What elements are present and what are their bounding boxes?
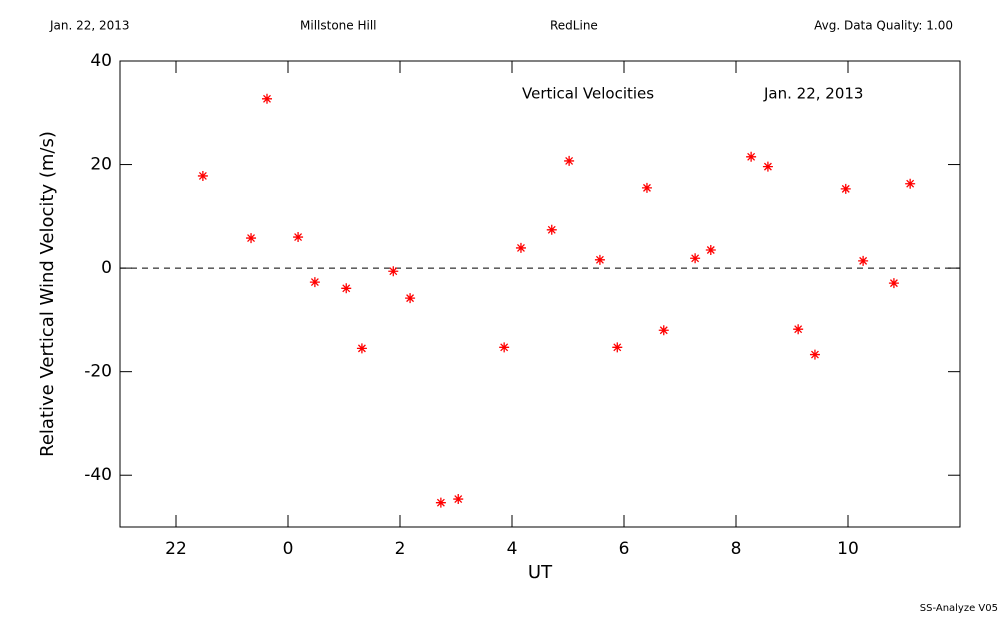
data-point <box>690 253 701 264</box>
data-point <box>293 232 304 243</box>
data-point <box>435 497 446 508</box>
data-point <box>905 178 916 189</box>
x-tick-label: 22 <box>165 539 187 559</box>
y-axis-label: Relative Vertical Wind Velocity (m/s) <box>37 131 58 457</box>
y-tick-label: -40 <box>84 465 112 485</box>
header-quality: Avg. Data Quality: 1.00 <box>814 19 953 33</box>
data-point <box>197 170 208 181</box>
data-point <box>453 494 464 505</box>
data-point <box>341 283 352 294</box>
x-tick-label: 0 <box>283 539 294 559</box>
data-point <box>612 342 623 353</box>
header-date: Jan. 22, 2013 <box>49 19 130 33</box>
data-point <box>388 266 399 277</box>
plot-frame <box>119 60 961 528</box>
data-point <box>262 93 272 104</box>
data-point <box>858 255 869 266</box>
x-axis-label: UT <box>528 562 553 583</box>
data-point <box>594 254 605 265</box>
data-point <box>762 161 773 172</box>
data-point <box>840 183 851 194</box>
data-point <box>309 277 320 288</box>
data-point <box>405 293 416 304</box>
data-point <box>641 182 652 193</box>
x-tick-label: 2 <box>395 539 406 559</box>
data-point <box>705 244 716 255</box>
x-tick-label: 10 <box>837 539 859 559</box>
data-point <box>246 233 257 244</box>
data-point <box>809 349 820 360</box>
data-point <box>515 242 526 253</box>
header-site: Millstone Hill <box>300 19 376 33</box>
y-tick-label: -20 <box>84 362 112 382</box>
data-point <box>746 151 757 162</box>
annotation: Vertical Velocities <box>522 85 654 103</box>
x-tick-label: 4 <box>507 539 518 559</box>
x-tick-label: 6 <box>619 539 630 559</box>
annotation: Jan. 22, 2013 <box>763 85 863 103</box>
data-point <box>356 343 367 354</box>
data-point <box>546 224 557 235</box>
x-tick-label: 8 <box>731 539 742 559</box>
y-tick-label: 40 <box>90 51 112 71</box>
data-point <box>499 342 510 353</box>
data-point <box>564 155 575 166</box>
data-point <box>793 324 804 335</box>
y-tick-label: 0 <box>101 258 112 278</box>
data-point <box>888 278 899 289</box>
data-point <box>658 325 669 336</box>
header-line: RedLine <box>550 19 598 33</box>
footer: SS-Analyze V05 <box>920 603 998 614</box>
y-tick-label: 20 <box>90 155 112 175</box>
